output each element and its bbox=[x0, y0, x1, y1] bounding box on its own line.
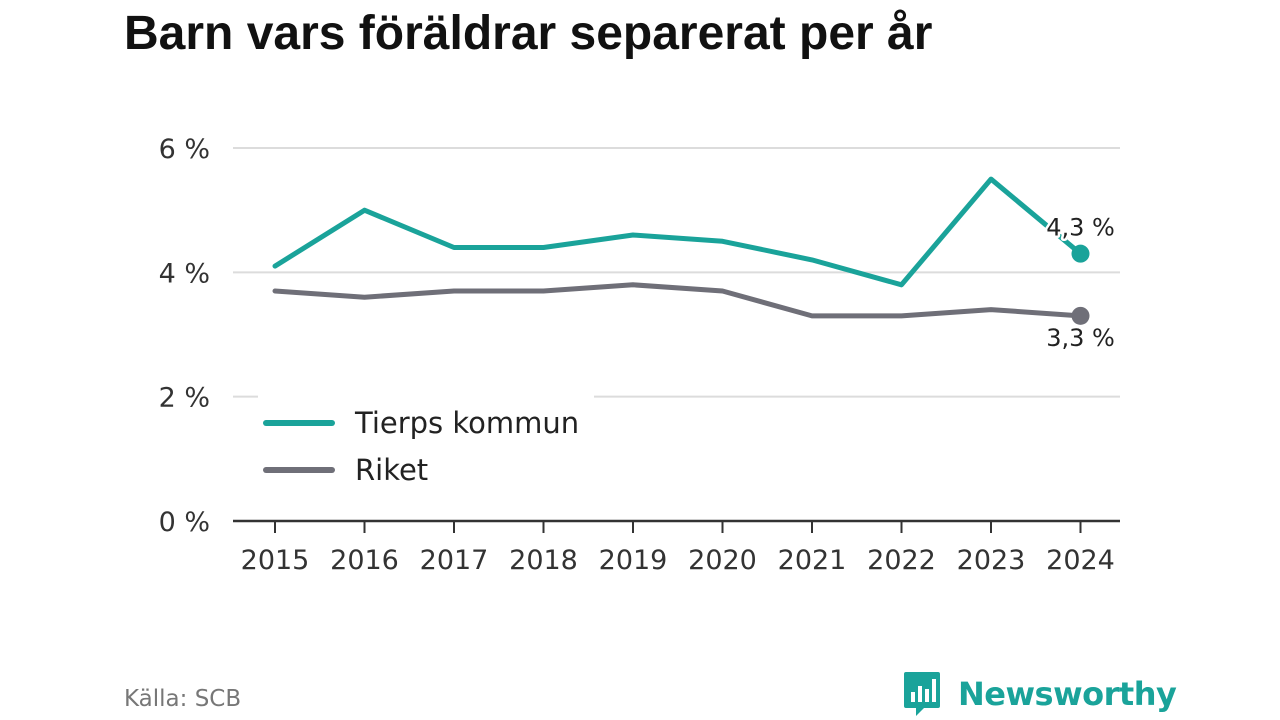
y-tick-label: 2 % bbox=[159, 383, 210, 414]
chart-title: Barn vars föräldrar separerat per år bbox=[124, 7, 933, 60]
x-tick-label: 2020 bbox=[688, 545, 757, 576]
bar-chart-speech-bubble-icon bbox=[904, 672, 940, 716]
series-line-tierps-kommun bbox=[272, 176, 1083, 288]
y-tick-label: 0 % bbox=[159, 507, 210, 538]
x-tick-label: 2016 bbox=[330, 545, 399, 576]
x-tick-label: 2017 bbox=[420, 545, 489, 576]
legend-label: Tierps kommun bbox=[354, 406, 579, 440]
x-tick-label: 2022 bbox=[867, 545, 936, 576]
end-value-label: 4,3 % bbox=[1046, 214, 1115, 242]
x-tick-label: 2018 bbox=[509, 545, 578, 576]
x-tick-label: 2024 bbox=[1046, 545, 1115, 576]
end-point-marker bbox=[1071, 244, 1090, 263]
legend-background bbox=[258, 390, 594, 490]
series-line-riket bbox=[272, 282, 1083, 319]
brand-name: Newsworthy bbox=[958, 675, 1177, 713]
y-tick-label: 4 % bbox=[159, 258, 210, 289]
y-tick-label: 6 % bbox=[159, 134, 210, 165]
x-tick-label: 2021 bbox=[778, 545, 847, 576]
end-value-label: 3,3 % bbox=[1046, 324, 1115, 352]
source-note: Källa: SCB bbox=[124, 686, 242, 712]
brand-logo: Newsworthy bbox=[902, 670, 1177, 718]
x-tick-label: 2023 bbox=[957, 545, 1026, 576]
x-tick-label: 2019 bbox=[599, 545, 668, 576]
x-tick-label: 2015 bbox=[241, 545, 310, 576]
end-point-marker bbox=[1071, 306, 1090, 325]
legend-label: Riket bbox=[355, 453, 428, 487]
